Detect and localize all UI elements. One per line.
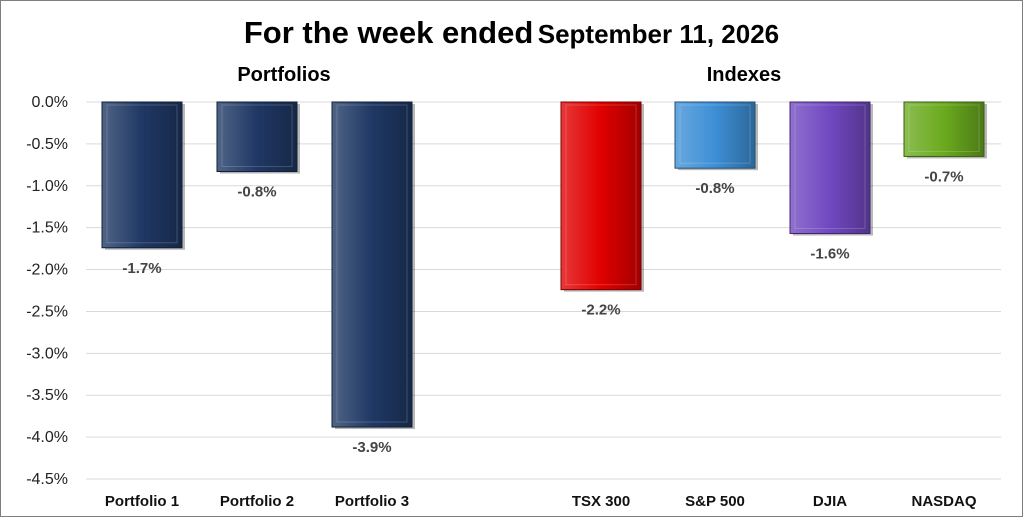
x-axis: Portfolio 1 Portfolio 2 Portfolio 3 TSX 300… [105, 493, 977, 510]
bar-portfolio-3 [331, 101, 413, 428]
bar-bevel [908, 104, 980, 152]
bar-djia [789, 101, 871, 235]
data-label: -0.7% [924, 168, 963, 185]
y-axis: 0.0% -0.5% -1.0% -1.5% -2.0% -2.5% -3.0% -3.5% -… [26, 94, 68, 488]
group-label-indexes: Indexes [706, 64, 782, 86]
bar-s-p-500 [674, 101, 756, 169]
chart-title: For the week ended September 11, 2026 [1, 15, 1022, 51]
data-labels: -1.7% -0.8% -3.9% -2.2% -0.8% -1.6% -0.7% [122, 168, 963, 456]
y-tick-label: -3.5% [26, 387, 68, 404]
y-tick-label: -3.0% [26, 345, 68, 362]
bar-tsx-300 [560, 101, 642, 291]
y-tick-label: -0.5% [26, 136, 68, 153]
x-tick-label: DJIA [813, 493, 847, 510]
x-tick-label: Portfolio 1 [105, 493, 179, 510]
x-tick-label: Portfolio 2 [220, 493, 294, 510]
data-label: -0.8% [695, 180, 734, 197]
x-tick-label: TSX 300 [572, 493, 630, 510]
bars [101, 101, 987, 430]
x-tick-label: NASDAQ [911, 493, 976, 510]
bar-bevel [565, 104, 637, 286]
data-label: -3.9% [352, 439, 391, 456]
bar-portfolio-2 [216, 101, 298, 173]
data-label: -1.7% [122, 260, 161, 277]
chart-title-text: For the week ended [243, 15, 534, 50]
y-tick-label: -4.5% [26, 471, 68, 488]
group-label-portfolios: Portfolios [237, 64, 331, 86]
y-tick-label: -1.5% [26, 220, 68, 237]
x-tick-label: S&P 500 [685, 493, 745, 510]
chart-title-date: September 11, 2026 [537, 19, 780, 49]
bar-portfolio-1 [101, 101, 183, 249]
bar-nasdaq [903, 101, 985, 157]
y-tick-label: -2.0% [26, 262, 68, 279]
x-tick-label: Portfolio 3 [335, 493, 409, 510]
bar-bevel [794, 104, 866, 230]
y-tick-label: -2.5% [26, 303, 68, 320]
y-tick-label: -4.0% [26, 429, 68, 446]
data-label: -0.8% [237, 184, 276, 201]
data-label: -1.6% [810, 246, 849, 263]
y-tick-label: 0.0% [32, 94, 68, 111]
bar-bevel [221, 104, 293, 168]
data-label: -2.2% [581, 302, 620, 319]
bar-bevel [106, 104, 178, 244]
bar-bevel [679, 104, 751, 164]
y-tick-label: -1.0% [26, 178, 68, 195]
bar-bevel [336, 104, 408, 423]
